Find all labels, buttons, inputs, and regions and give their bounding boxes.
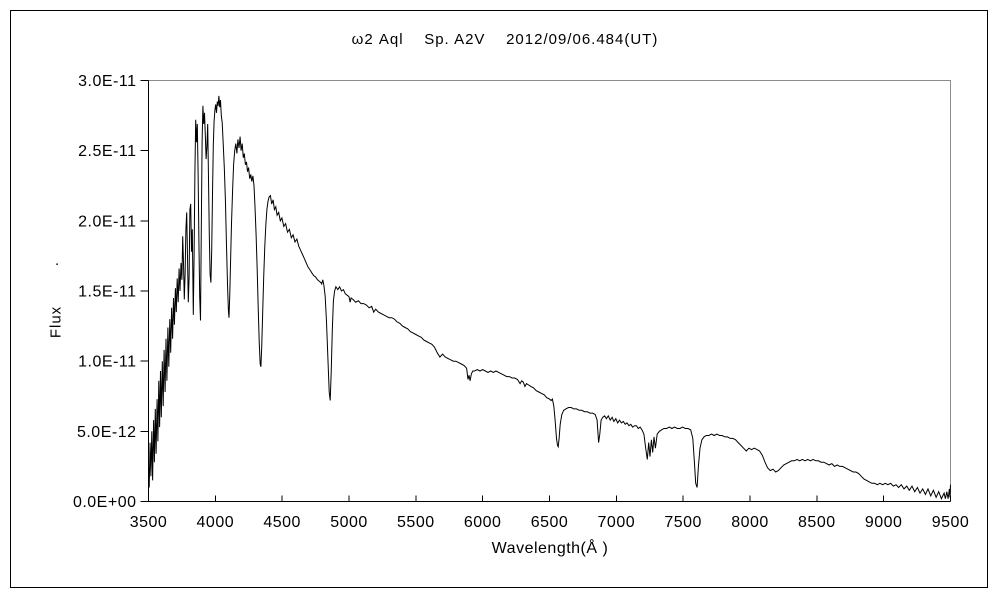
y-tick-label: 0.0E+00 (73, 494, 137, 511)
x-tick-label: 8500 (798, 514, 836, 531)
x-axis-label: Wavelength(Å ) (491, 540, 609, 557)
x-tick-label: 9000 (865, 514, 903, 531)
spectrum-line (148, 95, 951, 500)
x-tick-label: 7000 (598, 514, 636, 531)
figure-border (10, 10, 988, 588)
x-tick-label: 5000 (330, 514, 368, 531)
chart-title: ω2 Aql Sp. A2V 2012/09/06.484(UT) (351, 31, 659, 48)
y-axis-label-dot: . (55, 252, 60, 269)
y-tick-label: 1.0E-11 (78, 354, 136, 371)
axes (148, 80, 951, 502)
x-tick-label: 4500 (263, 514, 301, 531)
y-tick-label: 2.5E-11 (78, 143, 136, 160)
x-tick-label: 5500 (397, 514, 435, 531)
y-tick-label: 3.0E-11 (78, 73, 136, 90)
x-tick-label: 4000 (197, 514, 235, 531)
y-tick-label: 1.5E-11 (78, 284, 136, 301)
plot-frame-top-right (148, 80, 951, 502)
x-tick-label: 9500 (932, 514, 970, 531)
x-tick-label: 7500 (664, 514, 702, 531)
x-tick-label: 8000 (731, 514, 769, 531)
y-tick-label: 2.0E-11 (78, 213, 136, 230)
y-tick-label: 5.0E-12 (77, 424, 137, 441)
x-tick-label: 6500 (531, 514, 569, 531)
x-tick-label: 6000 (464, 514, 502, 531)
x-tick-label: 3500 (130, 514, 168, 531)
